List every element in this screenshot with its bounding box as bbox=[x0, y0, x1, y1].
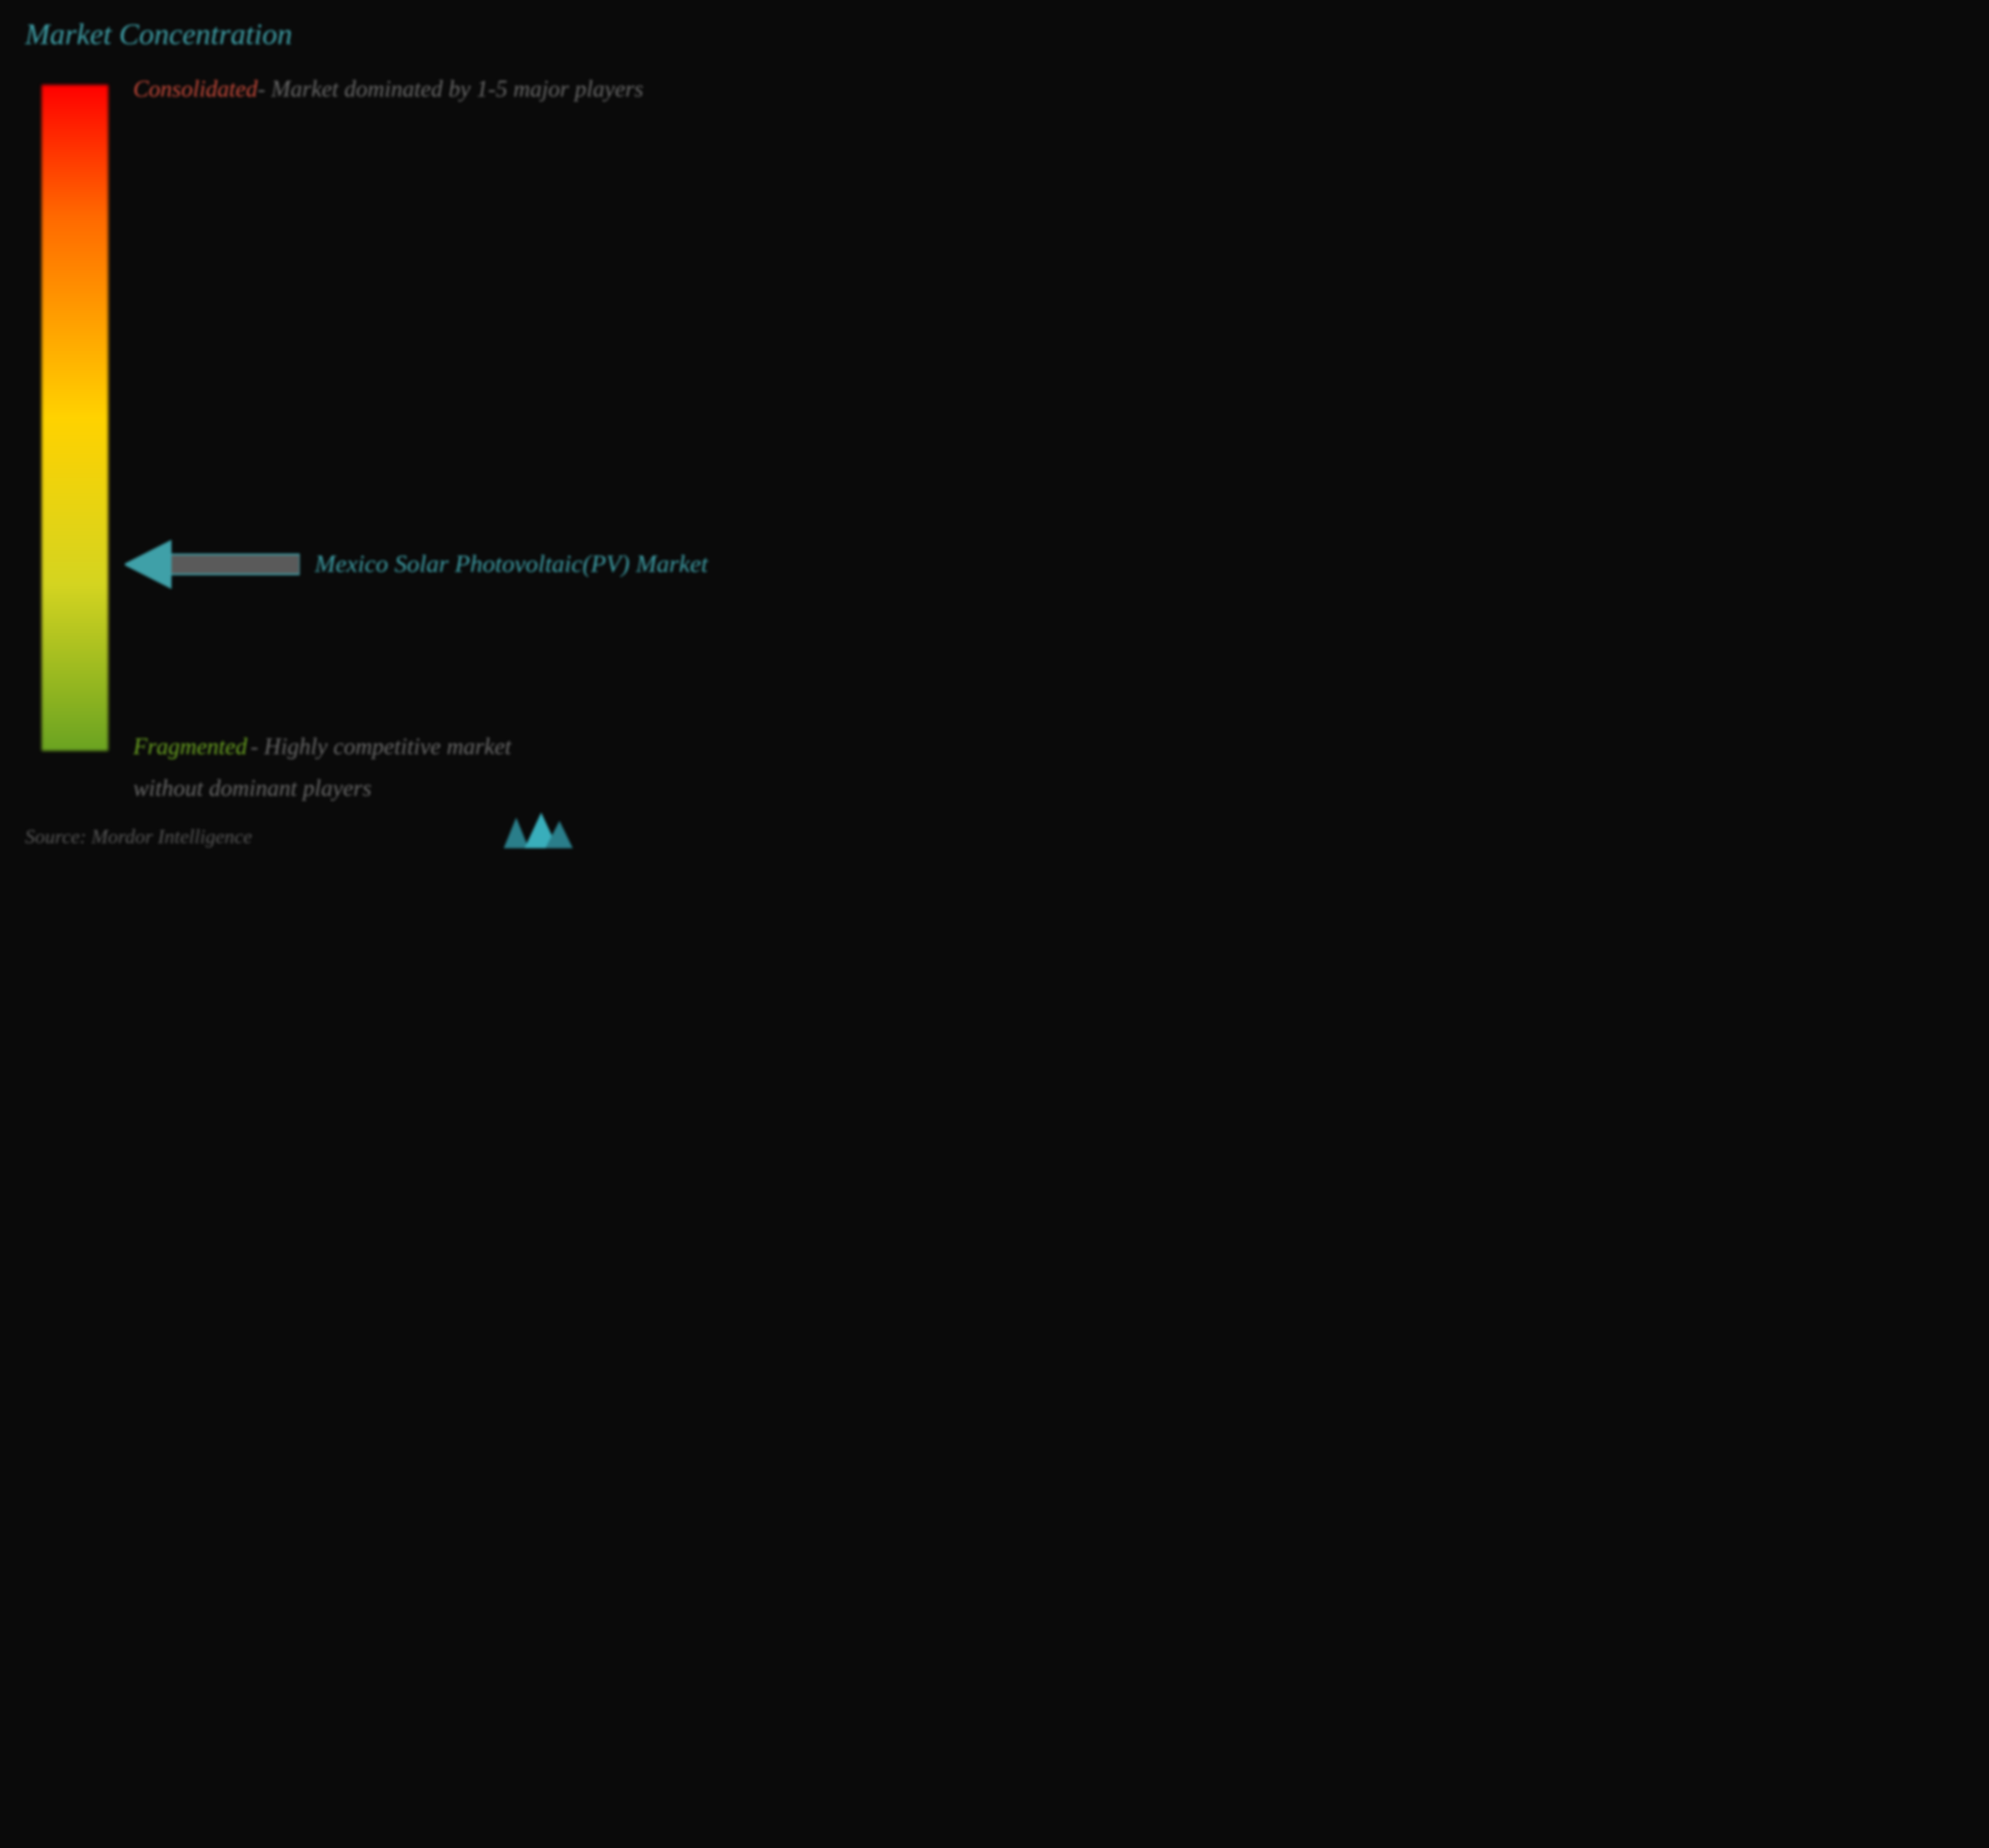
consolidated-label-row: Consolidated - Market dominated by 1-5 m… bbox=[133, 77, 644, 103]
market-indicator: Mexico Solar Photovoltaic(PV) Market bbox=[125, 539, 708, 589]
source-attribution: Source: Mordor Intelligence bbox=[25, 827, 252, 849]
concentration-gradient-bar bbox=[42, 85, 108, 751]
chart-title: Market Concentration bbox=[25, 17, 932, 52]
fragmented-key: Fragmented bbox=[133, 734, 247, 760]
logo-triangle-left bbox=[504, 817, 529, 848]
mordor-logo-icon bbox=[500, 811, 574, 852]
arrow-head-icon bbox=[125, 541, 171, 588]
consolidated-key: Consolidated bbox=[133, 77, 257, 103]
indicator-arrow bbox=[125, 539, 300, 589]
indicator-label: Mexico Solar Photovoltaic(PV) Market bbox=[315, 550, 708, 579]
arrow-shaft bbox=[171, 554, 300, 574]
fragmented-desc-line1: - Highly competitive market bbox=[251, 734, 511, 760]
consolidated-desc: - Market dominated by 1-5 major players bbox=[257, 77, 643, 103]
main-diagram-area: Consolidated - Market dominated by 1-5 m… bbox=[25, 77, 932, 842]
fragmented-desc-line2: without dominant players bbox=[133, 776, 371, 802]
fragmented-label-row: Fragmented - Highly competitive market w… bbox=[133, 734, 511, 802]
